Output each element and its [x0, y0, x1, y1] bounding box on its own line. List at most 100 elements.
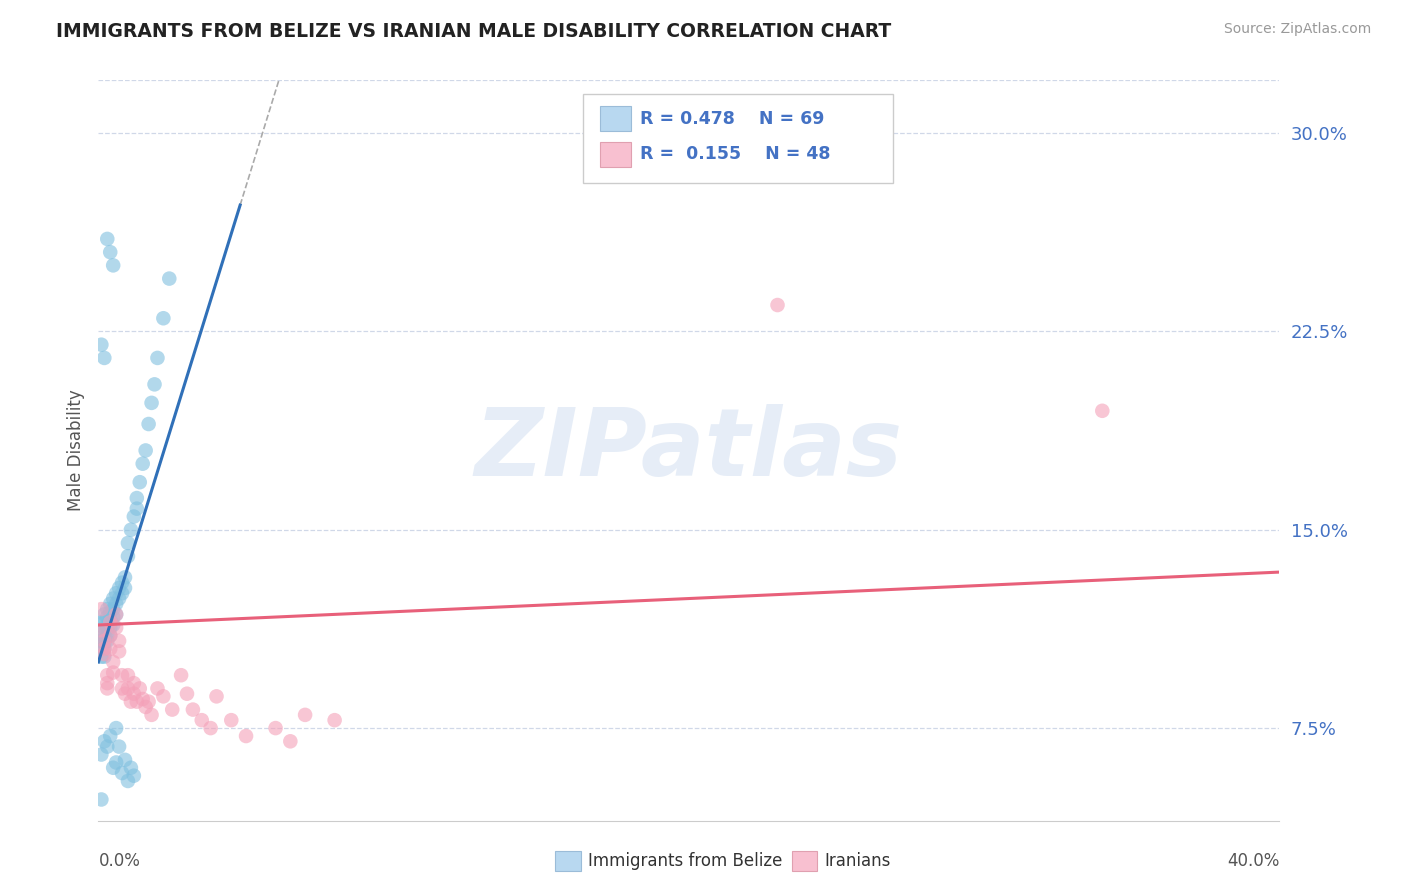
Point: [205, 690, 228, 704]
Point: [122, 509, 145, 524]
Point: [114, 570, 136, 584]
Point: [114, 581, 136, 595]
Point: [108, 591, 131, 606]
Point: [162, 703, 183, 717]
Text: ZIPatlas: ZIPatlas: [475, 404, 903, 497]
Text: Immigrants from Belize: Immigrants from Belize: [588, 852, 782, 870]
Point: [103, 761, 125, 775]
Point: [93, 615, 115, 630]
Point: [111, 668, 134, 682]
Point: [294, 707, 316, 722]
Point: [93, 636, 115, 650]
Point: [117, 668, 139, 682]
Point: [117, 536, 139, 550]
Point: [108, 581, 131, 595]
Point: [96, 681, 118, 696]
Point: [93, 607, 115, 622]
Point: [93, 641, 115, 656]
Point: [98, 597, 121, 611]
Point: [103, 618, 125, 632]
Point: [105, 721, 128, 735]
Text: 40.0%: 40.0%: [1227, 853, 1279, 871]
Point: [105, 597, 128, 611]
Point: [117, 774, 139, 789]
Point: [90, 649, 112, 664]
Point: [141, 707, 163, 722]
Point: [111, 681, 134, 696]
Point: [138, 695, 160, 709]
Point: [125, 501, 148, 516]
Point: [125, 491, 148, 505]
Point: [111, 586, 134, 600]
Point: [90, 641, 112, 656]
Point: [96, 633, 118, 648]
Text: 0.0%: 0.0%: [98, 853, 141, 871]
Point: [132, 457, 155, 471]
Text: Iranians: Iranians: [824, 852, 890, 870]
Point: [98, 615, 121, 630]
Point: [146, 351, 169, 365]
Point: [98, 613, 121, 627]
Point: [96, 739, 118, 754]
Point: [90, 792, 112, 806]
Point: [235, 729, 257, 743]
Point: [98, 605, 121, 619]
Point: [96, 629, 118, 643]
Point: [96, 602, 118, 616]
Point: [93, 734, 115, 748]
Text: IMMIGRANTS FROM BELIZE VS IRANIAN MALE DISABILITY CORRELATION CHART: IMMIGRANTS FROM BELIZE VS IRANIAN MALE D…: [56, 22, 891, 41]
Point: [128, 475, 150, 490]
Point: [98, 621, 121, 635]
Point: [98, 729, 121, 743]
Point: [280, 734, 302, 748]
Point: [1091, 404, 1114, 418]
Point: [105, 607, 128, 622]
Point: [108, 739, 131, 754]
Point: [105, 756, 128, 770]
Point: [138, 417, 160, 431]
Point: [96, 621, 118, 635]
Point: [181, 703, 204, 717]
Point: [90, 629, 112, 643]
Point: [108, 633, 131, 648]
Point: [90, 633, 112, 648]
Point: [96, 610, 118, 624]
Text: Source: ZipAtlas.com: Source: ZipAtlas.com: [1223, 22, 1371, 37]
Point: [111, 766, 134, 780]
Point: [93, 641, 115, 656]
Point: [117, 681, 139, 696]
Point: [146, 681, 169, 696]
Point: [766, 298, 789, 312]
Point: [98, 629, 121, 643]
Point: [105, 621, 128, 635]
Point: [93, 647, 115, 661]
Point: [264, 721, 287, 735]
Point: [157, 271, 180, 285]
Point: [152, 311, 174, 326]
Point: [90, 337, 112, 351]
Point: [191, 713, 214, 727]
Point: [122, 676, 145, 690]
Point: [96, 668, 118, 682]
Point: [90, 747, 112, 762]
Point: [152, 690, 174, 704]
Point: [120, 523, 142, 537]
Y-axis label: Male Disability: Male Disability: [66, 390, 84, 511]
Point: [125, 695, 148, 709]
Point: [98, 629, 121, 643]
Point: [120, 761, 142, 775]
Point: [143, 377, 166, 392]
Point: [96, 232, 118, 246]
Point: [90, 624, 112, 638]
Point: [93, 351, 115, 365]
Point: [103, 259, 125, 273]
Point: [103, 602, 125, 616]
Point: [200, 721, 222, 735]
Point: [120, 695, 142, 709]
Point: [117, 549, 139, 564]
Point: [105, 607, 128, 622]
Point: [170, 668, 193, 682]
Point: [90, 602, 112, 616]
Point: [108, 644, 131, 658]
Point: [135, 443, 157, 458]
